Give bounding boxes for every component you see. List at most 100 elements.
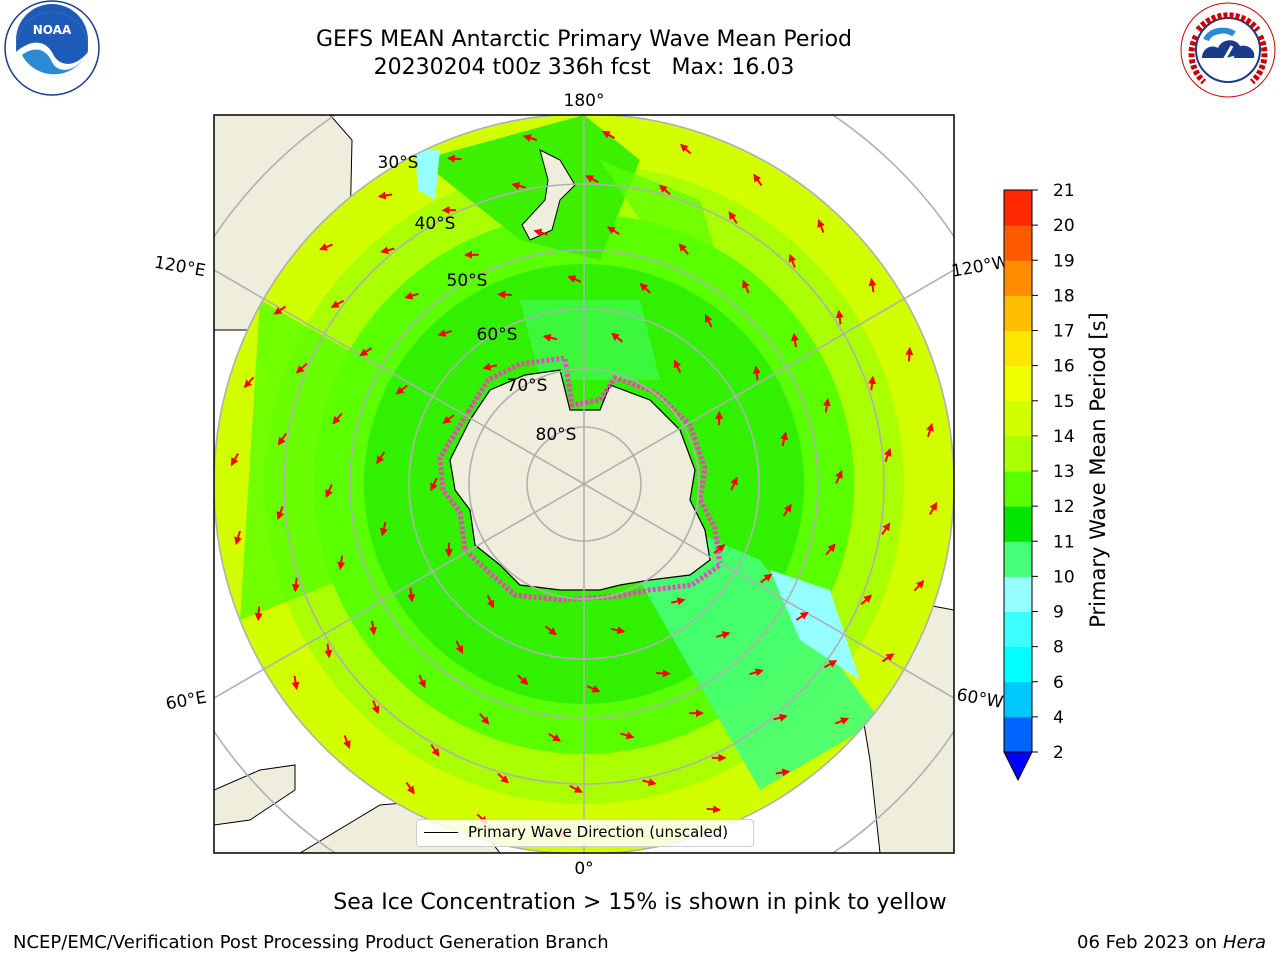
colorbar-under-triangle xyxy=(1003,751,1033,782)
wave-direction-arrow xyxy=(926,422,934,438)
wave-direction-arrow xyxy=(905,346,914,362)
wave-direction-arrow xyxy=(291,675,300,691)
wave-direction-arrow xyxy=(446,154,462,163)
wave-direction-arrow xyxy=(295,362,308,374)
wave-direction-arrow xyxy=(430,477,438,492)
wave-direction-arrow xyxy=(359,347,373,357)
wave-direction-arrow xyxy=(380,246,395,255)
colorbar-tick-label: 20 xyxy=(1053,216,1075,236)
colorbar-tick-label: 12 xyxy=(1053,497,1075,517)
colorbar-title: Primary Wave Mean Period [s] xyxy=(1086,312,1110,628)
colorbar-segment xyxy=(1004,506,1032,542)
wave-direction-arrow xyxy=(332,412,343,425)
wave-direction-arrow xyxy=(319,243,333,251)
wave-direction-arrow xyxy=(716,631,731,639)
wave-direction-arrow xyxy=(823,660,838,669)
wave-direction-arrow xyxy=(479,713,490,725)
wave-direction-arrow xyxy=(517,674,529,686)
wave-direction-arrow xyxy=(881,653,895,663)
latitude-label-60s: 60°S xyxy=(477,325,518,345)
colorbar-segment xyxy=(1004,330,1032,367)
wave-direction-arrow xyxy=(670,597,686,606)
colorbar-segment xyxy=(1004,435,1032,472)
wave-direction-arrow xyxy=(544,625,557,636)
wave-direction-arrow xyxy=(395,384,408,395)
colorbar-segment xyxy=(1004,681,1032,718)
wave-direction-arrow xyxy=(455,640,464,655)
colorbar-tick-label: 10 xyxy=(1053,567,1075,587)
wave-direction-arrow xyxy=(678,243,689,255)
colorbar-segment xyxy=(1004,471,1032,507)
wave-direction-arrow xyxy=(782,503,792,517)
wave-direction-arrow xyxy=(730,476,738,491)
wave-direction-arrow xyxy=(680,143,692,155)
wave-direction-arrow xyxy=(788,253,797,268)
wave-direction-arrow xyxy=(753,173,763,187)
latitude-label-50s: 50°S xyxy=(447,271,488,291)
colorbar-tick-label: 21 xyxy=(1053,181,1075,201)
wave-direction-arrow xyxy=(482,362,498,371)
colorbar-segment xyxy=(1004,190,1032,226)
wave-direction-arrow xyxy=(929,501,938,515)
colorbar-tick-label: 19 xyxy=(1053,251,1075,271)
wave-direction-arrow xyxy=(325,484,333,498)
colorbar-segment xyxy=(1004,225,1032,261)
noaa-logo: NOAA xyxy=(4,0,100,96)
wave-direction-arrow xyxy=(291,577,300,593)
wave-direction-arrow xyxy=(658,184,671,196)
wave-direction-arrow xyxy=(825,543,836,556)
map-legend: Primary Wave Direction (unscaled) xyxy=(416,819,754,847)
colorbar-ticks: 2 4 6 8 9 10 11 12 13 14 15 16 17 18 19 20 21 xyxy=(1032,181,1075,763)
footer-date: 06 Feb 2023 on Hera xyxy=(1077,932,1266,953)
latitude-label-80s: 80°S xyxy=(536,425,577,445)
wave-direction-arrow xyxy=(343,735,351,749)
footer-credit: NCEP/EMC/Verification Post Processing Pr… xyxy=(13,932,609,953)
wave-direction-arrow xyxy=(376,451,386,465)
wave-direction-arrow xyxy=(606,226,620,236)
colorbar-segment xyxy=(1004,260,1032,296)
title-line-2: 20230204 t00z 336h fcst Max: 16.03 xyxy=(373,55,795,80)
colorbar-segment xyxy=(1004,400,1032,437)
wave-direction-arrow xyxy=(569,785,583,793)
wave-direction-arrow xyxy=(442,414,455,425)
wave-direction-arrow xyxy=(230,453,239,467)
wave-direction-arrows xyxy=(230,130,938,838)
wave-direction-arrow xyxy=(542,333,558,342)
wave-direction-arrow xyxy=(775,768,791,777)
wave-direction-arrow xyxy=(773,713,788,722)
footer-date-text: 06 Feb 2023 on xyxy=(1077,932,1218,953)
colorbar-tick-label: 4 xyxy=(1053,708,1064,728)
wave-direction-arrow xyxy=(497,772,510,784)
colorbar-tick-label: 14 xyxy=(1053,427,1075,447)
wave-direction-arrow xyxy=(522,134,538,142)
wave-direction-arrow xyxy=(405,781,415,795)
colorbar-tick-label: 6 xyxy=(1053,673,1064,693)
wave-direction-arrow xyxy=(868,375,877,391)
colorbar-segment xyxy=(1004,646,1032,683)
colorbar-segment xyxy=(1004,576,1032,612)
wave-direction-arrow xyxy=(835,470,843,484)
wave-direction-arrow xyxy=(883,447,892,463)
wave-direction-arrow xyxy=(780,431,789,447)
wave-direction-arrow xyxy=(407,587,416,603)
land-antarctica xyxy=(449,369,711,591)
colorbar-tick-label: 11 xyxy=(1053,532,1075,552)
footer-host: Hera xyxy=(1222,932,1266,953)
wave-direction-arrow xyxy=(822,397,831,413)
wave-direction-arrow xyxy=(486,594,495,609)
wave-direction-arrow xyxy=(276,505,285,521)
meridian-label-60w: 60°W xyxy=(955,685,1005,713)
colorbar-tick-label: 15 xyxy=(1053,392,1075,412)
wave-direction-arrow xyxy=(835,717,849,725)
wave-direction-arrow xyxy=(728,211,738,224)
svg-text:NOAA: NOAA xyxy=(33,23,72,37)
colorbar-tick-label: 13 xyxy=(1053,462,1075,482)
meridian-label-0: 0° xyxy=(574,859,593,879)
wave-direction-arrow xyxy=(706,805,722,814)
wave-direction-arrow xyxy=(273,305,287,315)
wave-direction-arrow xyxy=(642,778,657,786)
legend-label: Primary Wave Direction (unscaled) xyxy=(468,823,729,841)
meridian-label-120w: 120°W xyxy=(950,252,1011,282)
colorbar-segment xyxy=(1004,716,1032,753)
